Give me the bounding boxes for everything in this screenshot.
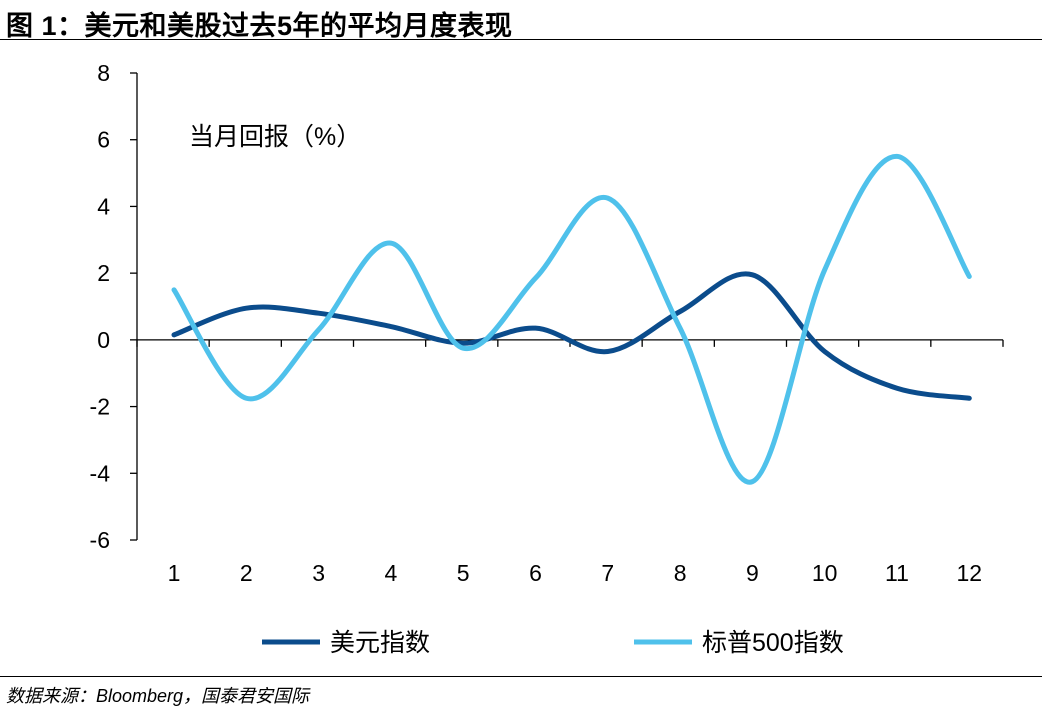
figure-title: 图 1：美元和美股过去5年的平均月度表现 — [6, 11, 513, 41]
figure-header: 图 1：美元和美股过去5年的平均月度表现 — [0, 0, 1042, 41]
y-tick-label: 4 — [97, 193, 110, 219]
y-tick-label: 6 — [97, 127, 110, 153]
x-tick-label: 1 — [168, 560, 181, 586]
x-tick-label: 9 — [746, 560, 759, 586]
y-tick-label: -6 — [90, 527, 110, 553]
legend-label-2: 标普500指数 — [702, 629, 844, 657]
x-tick-label: 12 — [957, 560, 983, 586]
x-tick-label: 6 — [529, 560, 542, 586]
y-tick-label: -4 — [90, 460, 111, 486]
x-tick-label: 7 — [601, 560, 614, 586]
figure-footer: 数据来源：Bloomberg，国泰君安国际 — [0, 676, 1042, 711]
y-tick-label: 0 — [97, 327, 110, 353]
y-tick-label: -2 — [90, 394, 110, 420]
x-tick-label: 10 — [812, 560, 838, 586]
x-tick-label: 3 — [312, 560, 325, 586]
x-tick-label: 8 — [674, 560, 687, 586]
series-line-1 — [171, 271, 972, 401]
legend-label-1: 美元指数 — [330, 629, 430, 657]
data-source-note: 数据来源：Bloomberg，国泰君安国际 — [6, 686, 310, 706]
series-line-2 — [171, 153, 972, 485]
x-tick-label: 4 — [385, 560, 398, 586]
y-tick-label: 2 — [97, 260, 110, 286]
x-tick-label: 5 — [457, 560, 470, 586]
x-tick-label: 11 — [885, 560, 909, 586]
x-tick-label: 2 — [240, 560, 253, 586]
chart-annotation: 当月回报（%） — [189, 123, 361, 151]
y-tick-label: 8 — [97, 60, 110, 86]
